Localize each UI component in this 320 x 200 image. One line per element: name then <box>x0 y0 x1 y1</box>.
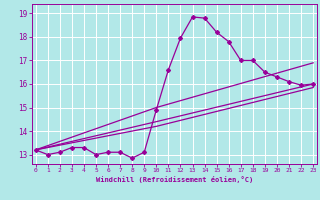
X-axis label: Windchill (Refroidissement éolien,°C): Windchill (Refroidissement éolien,°C) <box>96 176 253 183</box>
